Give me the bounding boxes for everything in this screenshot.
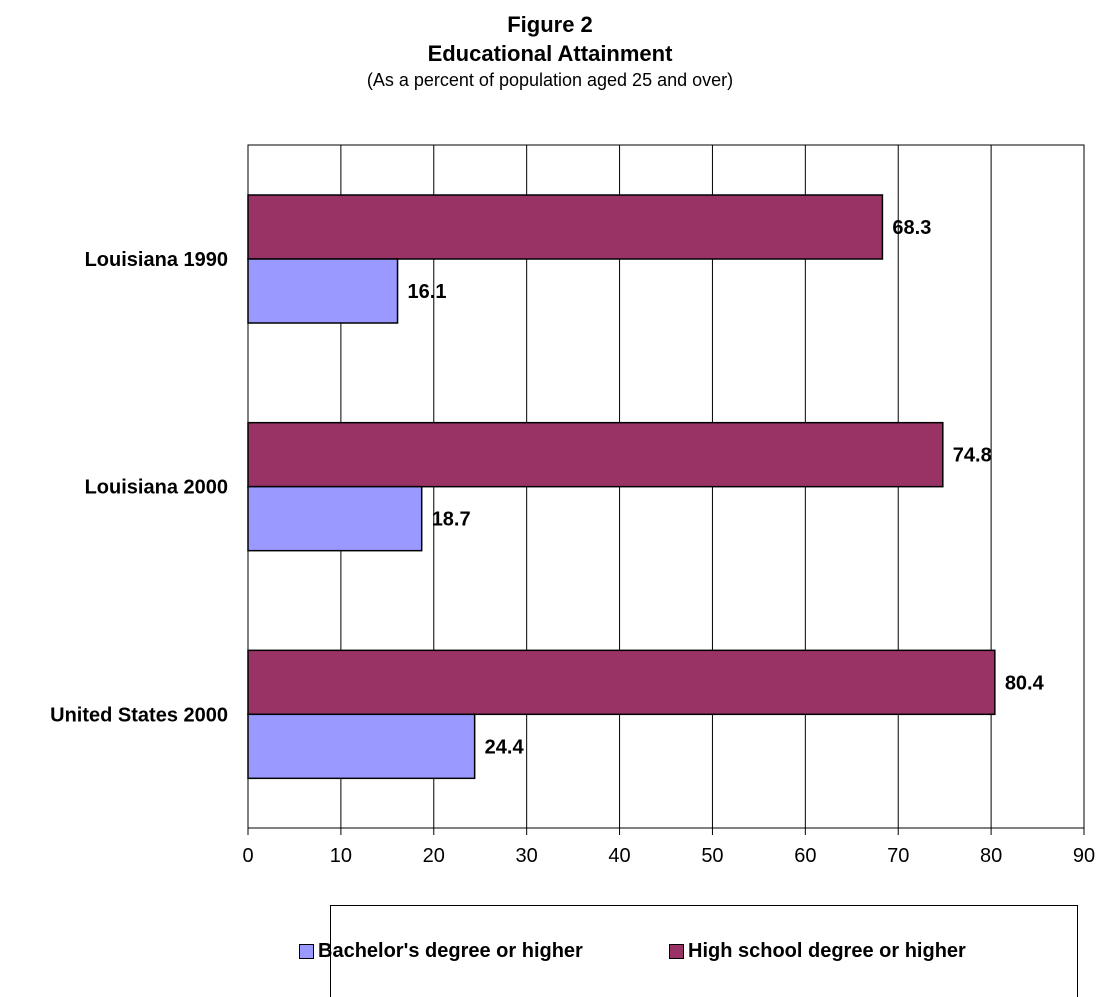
data-label-bachelors: 18.7 bbox=[432, 509, 471, 531]
x-tick-label: 70 bbox=[887, 845, 909, 867]
data-label-bachelors: 24.4 bbox=[485, 736, 525, 758]
legend-item-bachelors: Bachelor's degree or higher bbox=[299, 940, 583, 963]
legend-swatch-bachelors bbox=[299, 944, 314, 959]
data-label-highschool: 68.3 bbox=[892, 217, 931, 239]
x-tick-label: 20 bbox=[423, 845, 445, 867]
x-tick-label: 0 bbox=[242, 845, 253, 867]
legend-label-highschool: High school degree or higher bbox=[688, 940, 966, 962]
bar-bachelors bbox=[247, 713, 476, 780]
x-tick-label: 30 bbox=[516, 845, 538, 867]
x-tick-label: 50 bbox=[701, 845, 723, 867]
bar-bachelors bbox=[247, 258, 399, 324]
chart-legend: Bachelor's degree or higher High school … bbox=[299, 905, 1078, 997]
legend-swatch-highschool bbox=[669, 944, 684, 959]
chart-title-block: Figure 2 Educational Attainment (As a pe… bbox=[0, 10, 1100, 92]
x-tick-label: 80 bbox=[980, 845, 1002, 867]
category-label: Louisiana 1990 bbox=[85, 249, 228, 271]
chart-subtitle: Educational Attainment bbox=[427, 41, 673, 66]
chart-title: Figure 2 bbox=[507, 12, 593, 37]
data-label-bachelors: 16.1 bbox=[408, 281, 447, 303]
data-label-highschool: 80.4 bbox=[1005, 672, 1045, 694]
x-tick-label: 60 bbox=[794, 845, 816, 867]
x-tick-label: 90 bbox=[1073, 845, 1095, 867]
bar-bachelors bbox=[247, 485, 423, 552]
legend-item-highschool: High school degree or higher bbox=[669, 940, 966, 963]
bar-highschool bbox=[247, 421, 944, 488]
bar-highschool bbox=[247, 649, 996, 716]
legend-label-bachelors: Bachelor's degree or higher bbox=[318, 940, 583, 962]
x-tick-label: 40 bbox=[608, 845, 630, 867]
category-label: United States 2000 bbox=[50, 704, 228, 726]
x-tick-label: 10 bbox=[330, 845, 352, 867]
bar-chart: 0 10 20 30 40 50 60 70 80 90 Louisiana 1990 68.3 16.… bbox=[50, 144, 1095, 867]
chart-note: (As a percent of population aged 25 and … bbox=[366, 70, 734, 90]
data-label-highschool: 74.8 bbox=[953, 445, 992, 467]
category-label: Louisiana 2000 bbox=[85, 477, 228, 499]
bar-highschool bbox=[247, 194, 884, 260]
